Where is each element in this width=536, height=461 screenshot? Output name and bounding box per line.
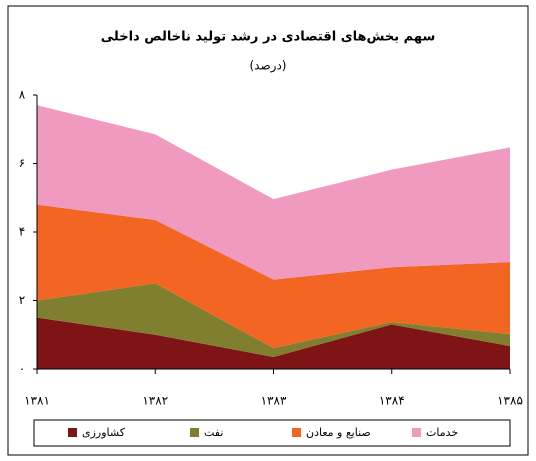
area <box>37 105 510 280</box>
legend-swatch <box>292 428 301 437</box>
legend-box <box>33 419 511 447</box>
x-tick-label: ۱۳۸۵ <box>497 394 523 408</box>
x-tick-label: ۱۳۸۳ <box>261 394 287 408</box>
x-tick-label: ۱۳۸۲ <box>142 394 168 408</box>
x-tick-label: ۱۳۸۱ <box>24 394 50 408</box>
legend-swatch <box>68 428 77 437</box>
y-tick-label: ۴ <box>19 225 25 239</box>
legend-label: صنایع و معادن <box>306 426 371 439</box>
y-tick-label: ۲ <box>19 293 25 307</box>
legend-swatch <box>412 428 421 437</box>
legend-label: کشاورزی <box>82 426 126 439</box>
chart-title: سهم بخش‌های اقتصادی در رشد تولید ناخالص … <box>101 30 435 45</box>
y-tick-label: ۶ <box>19 156 25 170</box>
area <box>37 317 510 369</box>
area <box>37 204 510 349</box>
legend-swatch <box>190 428 199 437</box>
y-tick-label: ۰ <box>19 362 25 376</box>
area <box>37 283 510 358</box>
legend-label: نفت <box>204 426 223 439</box>
chart-subtitle: (درصد) <box>250 59 287 74</box>
legend-label: خدمات <box>426 426 458 439</box>
x-tick-label: ۱۳۸۴ <box>379 394 405 408</box>
y-tick-label: ۸ <box>19 88 26 102</box>
